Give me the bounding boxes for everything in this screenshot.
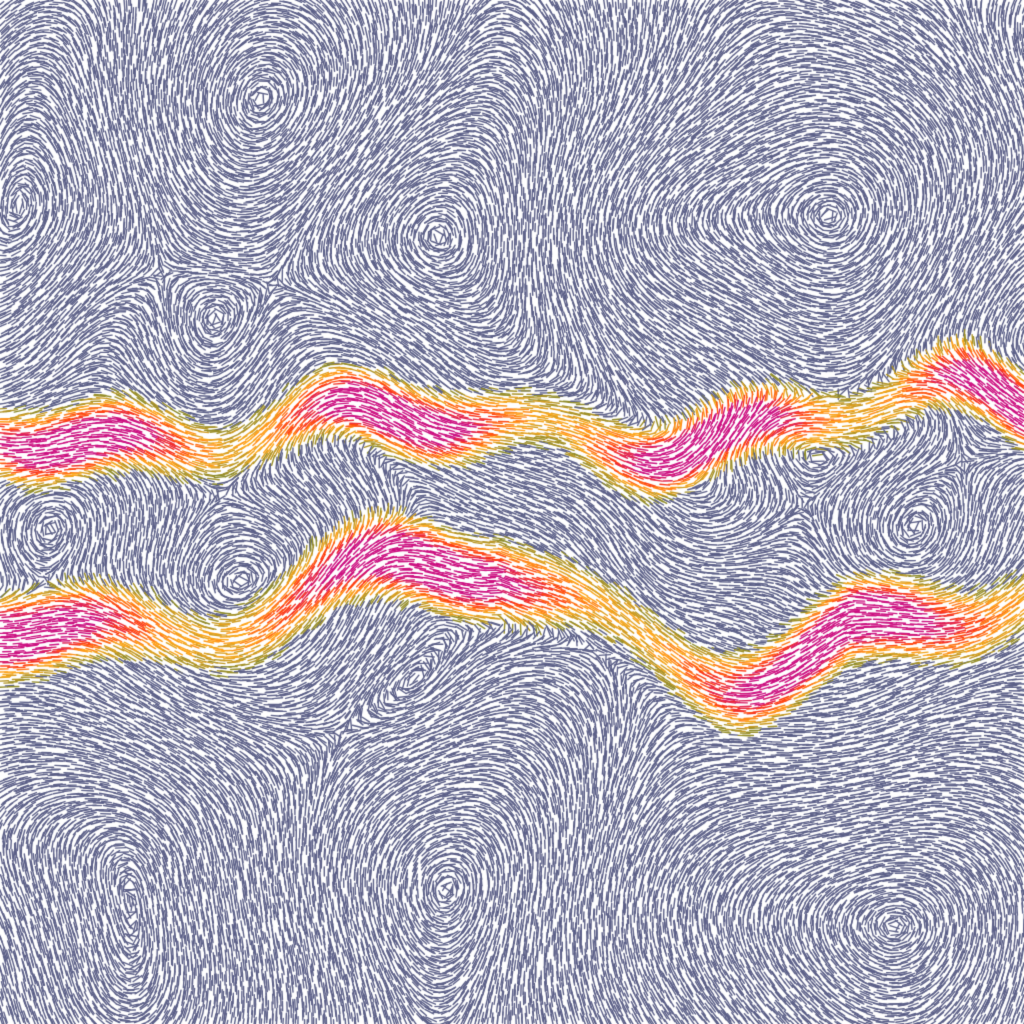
- flow-visualization: [0, 0, 1024, 1024]
- vector-field-canvas: [0, 0, 1024, 1024]
